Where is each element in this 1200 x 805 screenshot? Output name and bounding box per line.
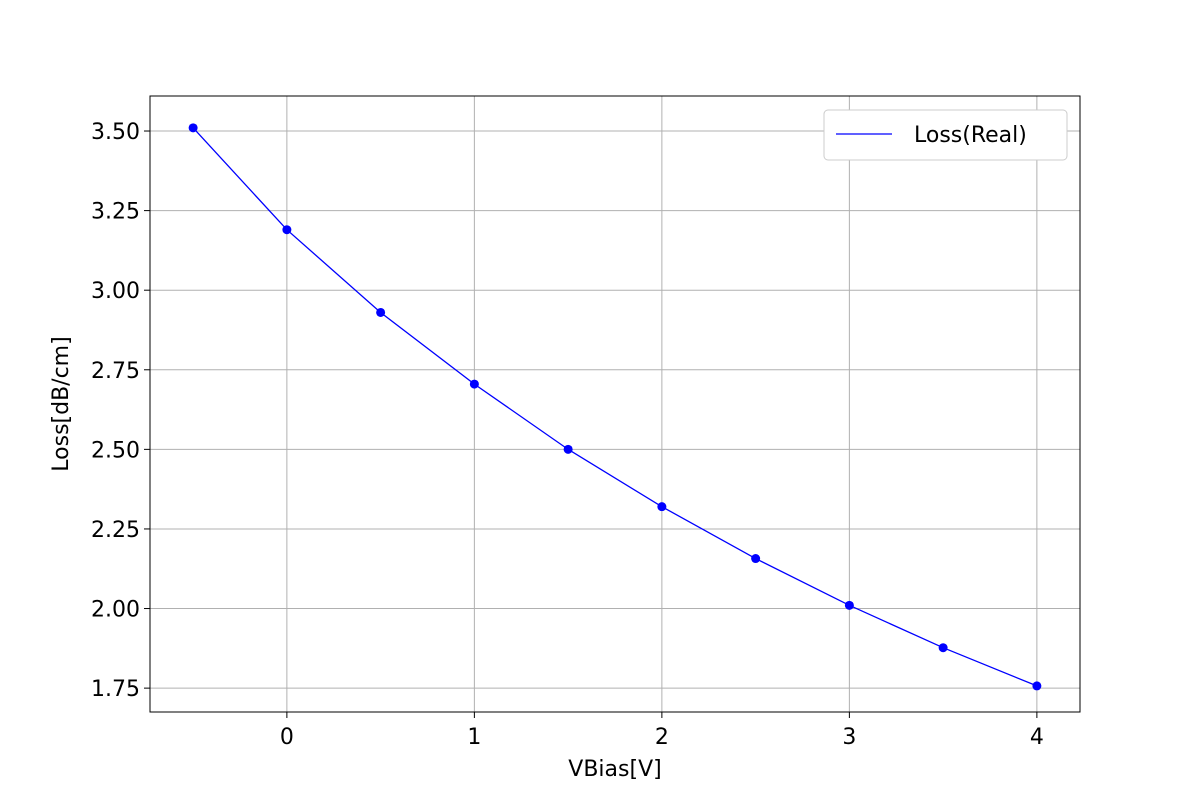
legend-label: Loss(Real) bbox=[914, 123, 1027, 148]
ticks: 0 1 2 3 4 1.75 2.00 2.25 2.50 2.75 3.00 3.25 3.50 bbox=[91, 120, 1044, 750]
y-tick-label: 3.00 bbox=[91, 279, 140, 304]
y-tick-label: 1.75 bbox=[91, 677, 140, 702]
x-tick-label: 4 bbox=[1030, 725, 1044, 750]
y-tick-label: 3.50 bbox=[91, 120, 140, 145]
x-tick-label: 1 bbox=[467, 725, 481, 750]
legend-box bbox=[823, 109, 1068, 161]
legend: Loss(Real) bbox=[823, 109, 1068, 161]
y-tick-label: 3.25 bbox=[91, 200, 140, 225]
x-tick-label: 2 bbox=[655, 725, 669, 750]
y-tick-label: 2.50 bbox=[91, 438, 140, 463]
y-tick-label: 2.00 bbox=[91, 598, 140, 623]
series-line bbox=[192, 127, 1038, 687]
data-point bbox=[751, 554, 761, 564]
x-axis-label: VBias[V] bbox=[568, 757, 661, 782]
grid bbox=[150, 96, 1080, 712]
y-axis-label: Loss[dB/cm] bbox=[49, 336, 74, 471]
y-tick-label: 2.75 bbox=[91, 359, 140, 384]
data-point bbox=[657, 502, 667, 512]
x-tick-label: 0 bbox=[280, 725, 294, 750]
plot-frame bbox=[149, 95, 1081, 713]
data-point bbox=[188, 123, 198, 133]
data-point bbox=[563, 444, 573, 454]
series-layer bbox=[188, 123, 1042, 691]
y-tick-label: 2.25 bbox=[91, 518, 140, 543]
data-point bbox=[844, 600, 854, 610]
data-point bbox=[282, 225, 292, 235]
x-tick-label: 3 bbox=[842, 725, 856, 750]
data-point bbox=[938, 643, 948, 653]
data-point bbox=[1032, 681, 1042, 691]
data-point bbox=[376, 307, 386, 317]
data-point bbox=[469, 379, 479, 389]
